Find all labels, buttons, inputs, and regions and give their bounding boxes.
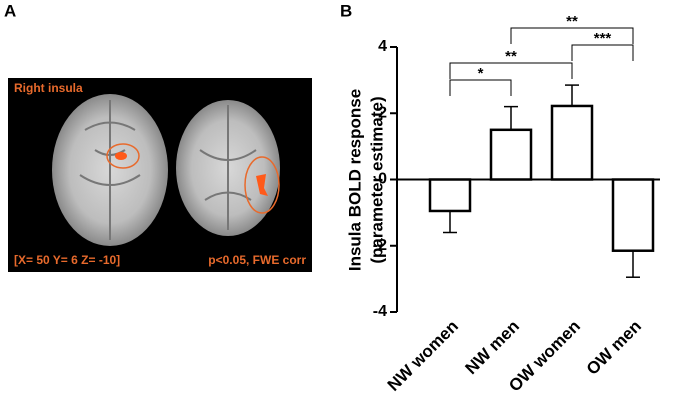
y-tick-label: -2 [373, 237, 387, 254]
statistics: p<0.05, FWE corr [208, 253, 306, 267]
significance-bracket [510, 27, 634, 44]
coordinates: [X= 50 Y= 6 Z= -10] [14, 253, 120, 267]
x-tick-label: OW men [583, 317, 645, 379]
y-tick-label: 0 [378, 171, 387, 188]
y-axis-label: Insula BOLD response [345, 89, 364, 271]
y-tick-label: -4 [373, 303, 387, 320]
brain-structure [79, 100, 141, 240]
panel-label: A [4, 1, 16, 20]
bar [550, 104, 594, 181]
significance-label: ** [566, 13, 578, 30]
x-tick-label: NW women [384, 317, 462, 395]
y-tick-label: 4 [378, 38, 387, 55]
panel-a-title: Right insula [14, 81, 83, 95]
bar [428, 178, 472, 213]
y-tick-label: 2 [378, 104, 387, 121]
panel-label: B [340, 1, 352, 20]
significance-label: ** [505, 48, 517, 65]
roi-circle [244, 156, 280, 214]
significance-bracket [571, 44, 634, 61]
significance-bracket [449, 79, 512, 96]
bar [611, 178, 655, 252]
significance-label: * [478, 65, 484, 82]
significance-bracket [449, 62, 573, 79]
bar [489, 128, 533, 181]
x-tick-label: NW men [461, 317, 523, 379]
activation [115, 152, 127, 160]
significance-label: *** [594, 30, 612, 47]
y-axis-label: (parameter estimate) [367, 96, 386, 263]
roi-circle [106, 143, 140, 169]
activation [256, 174, 268, 196]
